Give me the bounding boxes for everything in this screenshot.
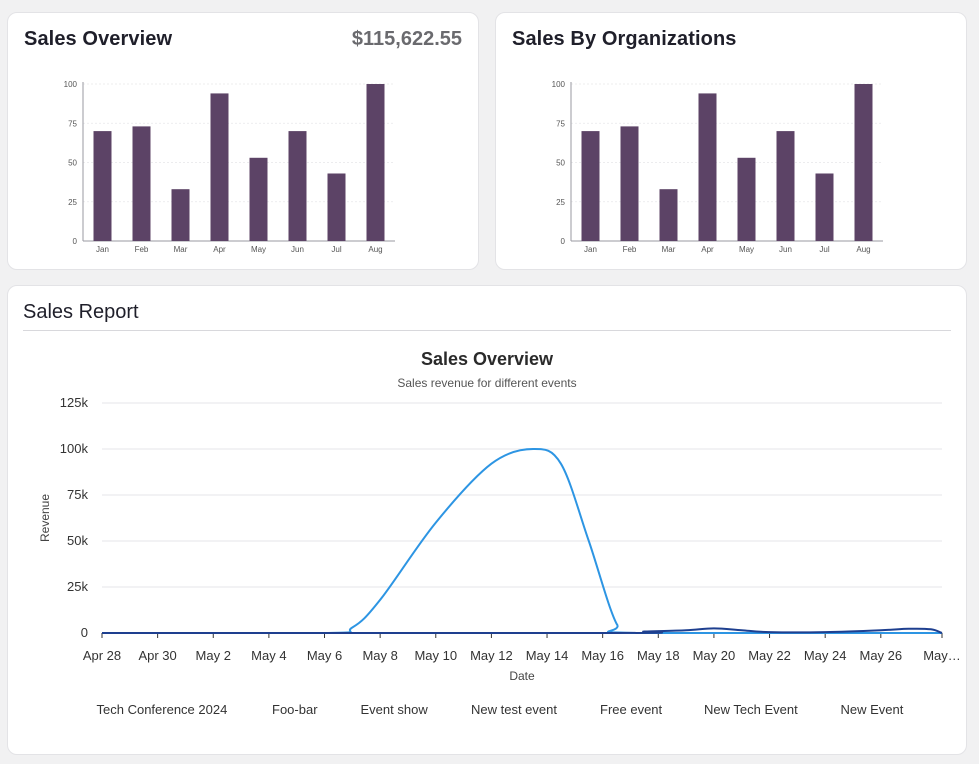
sales-overview-bar-chart: 0 25 50 75 100 Jan Feb Mar Apr May Jun Jul Aug <box>64 80 395 254</box>
chart-subtitle: Sales revenue for different events <box>397 376 576 390</box>
x-tick-label: Apr 30 <box>138 648 176 663</box>
bar-mar[interactable] <box>659 189 678 241</box>
legend-item-free-event[interactable]: Free event <box>600 702 663 717</box>
y-tick-label: 25k <box>67 579 88 594</box>
y-tick-label: 0 <box>81 625 88 640</box>
sales-overview-card: Sales Overview $115,622.55 0 25 50 75 100 Jan… <box>7 12 479 270</box>
legend-item-event-show[interactable]: Event show <box>360 702 428 717</box>
y-tick-label: 100 <box>552 80 566 89</box>
y-tick-label: 50 <box>68 159 77 168</box>
x-tick-label: Apr <box>213 245 226 254</box>
sales-overview-line-chart: Sales Overview Sales revenue for differen… <box>38 349 961 683</box>
y-tick-label: 75 <box>68 119 77 128</box>
y-tick-label: 50 <box>556 159 565 168</box>
x-tick-label: Mar <box>662 245 676 254</box>
legend-item-foo-bar[interactable]: Foo-bar <box>272 702 318 717</box>
x-tick-label: May 26 <box>859 648 902 663</box>
chart-legend: Tech Conference 2024 Foo-bar Event show New… <box>8 698 968 722</box>
x-tick-label: Apr 28 <box>83 648 121 663</box>
sales-report-divider <box>23 330 951 331</box>
bar-may[interactable] <box>249 157 268 241</box>
x-tick-label: Mar <box>174 245 188 254</box>
bar-aug[interactable] <box>366 84 385 241</box>
bar-jan[interactable] <box>93 131 112 241</box>
y-tick-label: 25 <box>68 198 77 207</box>
legend-item-new-test-event[interactable]: New test event <box>471 702 557 717</box>
x-tick-label: May 18 <box>637 648 680 663</box>
chart-title: Sales Overview <box>421 349 554 369</box>
x-tick-label: May 6 <box>307 648 342 663</box>
legend-item-new-tech-event[interactable]: New Tech Event <box>704 702 798 717</box>
x-tick-label: Jul <box>819 245 829 254</box>
x-tick-label: Aug <box>368 245 382 254</box>
sales-overview-title: Sales Overview <box>24 28 173 50</box>
x-tick-label: Jan <box>96 245 109 254</box>
bar-jan[interactable] <box>581 131 600 241</box>
x-tick-label: May 22 <box>748 648 791 663</box>
legend-item-tech-conference-2024[interactable]: Tech Conference 2024 <box>96 702 228 717</box>
y-axis-label: Revenue <box>38 494 52 542</box>
y-tick-label: 125k <box>60 395 89 410</box>
bar-jul[interactable] <box>815 173 834 241</box>
bar-mar[interactable] <box>171 189 190 241</box>
bar-feb[interactable] <box>132 126 151 241</box>
x-tick-label: May 2 <box>196 648 231 663</box>
sales-by-organizations-bar-chart: 0 25 50 75 100 Jan Feb Mar Apr May Jun Jul Aug <box>552 80 883 254</box>
x-tick-label: May <box>739 245 754 254</box>
y-tick-label: 50k <box>67 533 88 548</box>
sales-overview-amount: $115,622.55 <box>351 28 462 50</box>
x-tick-label: Jul <box>331 245 341 254</box>
x-tick-label: Feb <box>135 245 149 254</box>
legend-item-new-event[interactable]: New Event <box>840 702 904 717</box>
bar-apr[interactable] <box>210 93 229 241</box>
bar-apr[interactable] <box>698 93 717 241</box>
x-tick-label: May 4 <box>251 648 286 663</box>
sales-report-card: Sales Report Sales Overview Sales revenue… <box>7 285 967 755</box>
bar-feb[interactable] <box>620 126 639 241</box>
x-tick-label: May <box>251 245 266 254</box>
sales-report-title: Sales Report <box>23 301 139 323</box>
x-tick-label: May 14 <box>526 648 569 663</box>
y-tick-label: 25 <box>556 198 565 207</box>
series-line-new-event[interactable] <box>101 627 943 635</box>
x-tick-label: May 16 <box>581 648 624 663</box>
x-tick-label: May 12 <box>470 648 513 663</box>
bar-jun[interactable] <box>288 131 307 241</box>
y-tick-label: 100 <box>64 80 78 89</box>
x-tick-label: Apr <box>701 245 714 254</box>
sales-by-organizations-card: Sales By Organizations 0 25 50 75 100 Jan Feb M… <box>495 12 967 270</box>
x-tick-label: May 8 <box>362 648 397 663</box>
x-tick-label: Jan <box>584 245 597 254</box>
sales-by-organizations-title: Sales By Organizations <box>512 28 737 50</box>
y-tick-label: 0 <box>561 237 566 246</box>
x-tick-label: Jun <box>291 245 304 254</box>
bar-may[interactable] <box>737 157 756 241</box>
y-tick-label: 0 <box>73 237 78 246</box>
x-tick-label: Feb <box>623 245 637 254</box>
x-tick-label: May 24 <box>804 648 847 663</box>
x-axis-label: Date <box>509 669 535 683</box>
bar-aug[interactable] <box>854 84 873 241</box>
x-tick-label: May 10 <box>414 648 457 663</box>
x-tick-label: Jun <box>779 245 792 254</box>
y-tick-label: 75k <box>67 487 88 502</box>
y-tick-label: 75 <box>556 119 565 128</box>
x-tick-label: May 20 <box>693 648 736 663</box>
x-tick-label: May… <box>923 648 961 663</box>
bar-jul[interactable] <box>327 173 346 241</box>
bar-jun[interactable] <box>776 131 795 241</box>
x-tick-label: Aug <box>856 245 870 254</box>
y-tick-label: 100k <box>60 441 89 456</box>
